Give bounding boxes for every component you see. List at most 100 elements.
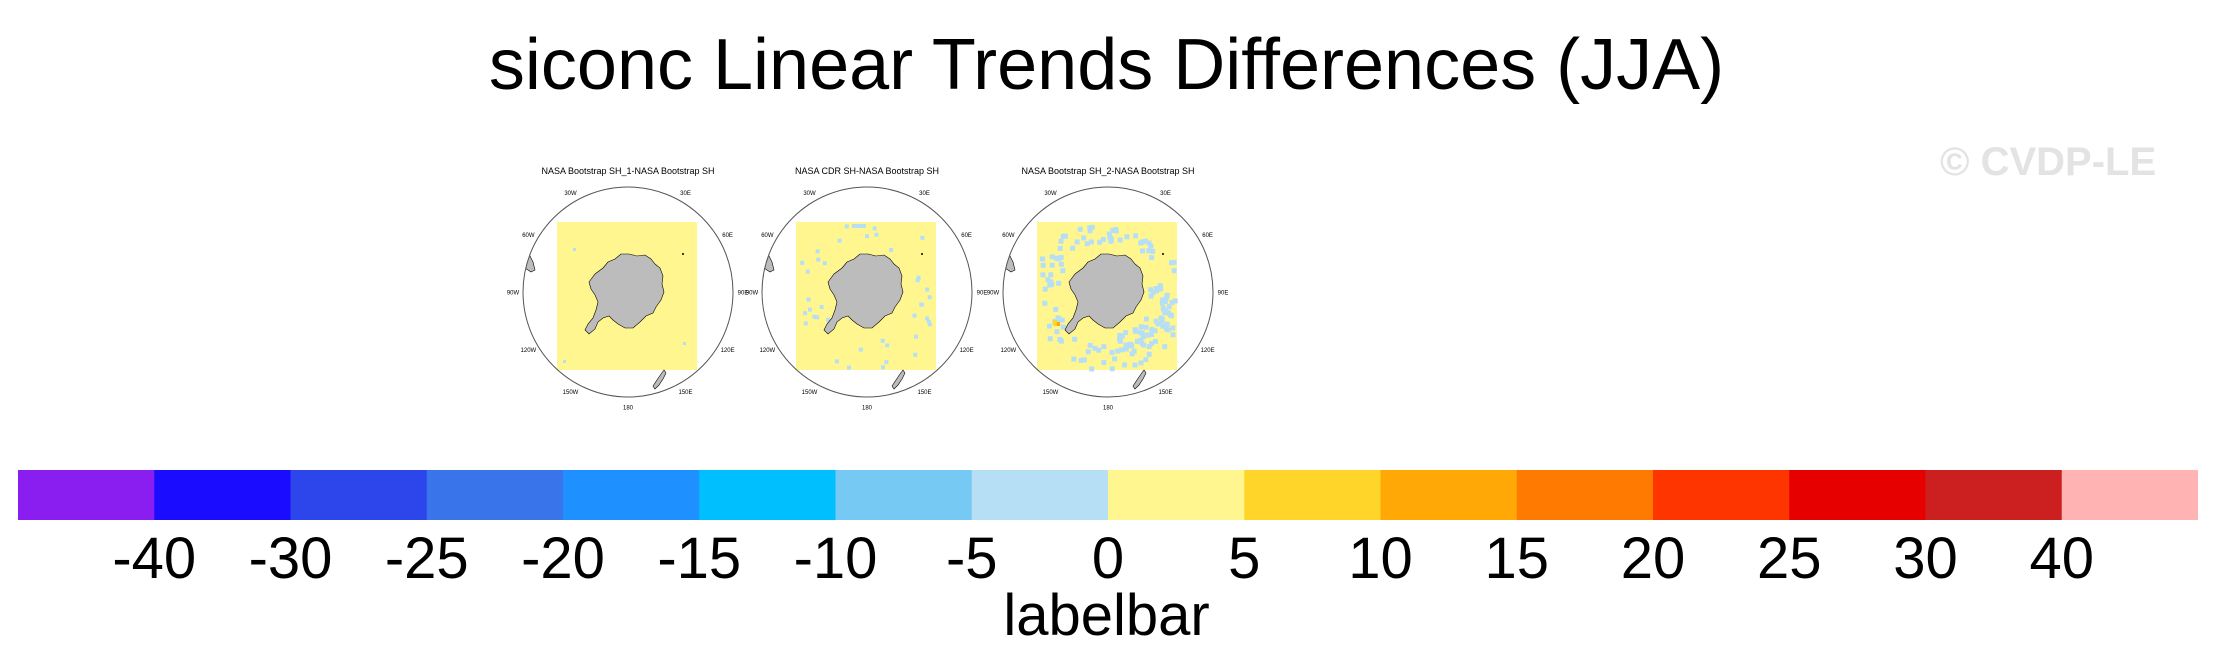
anomaly-cell	[1087, 228, 1093, 234]
longitude-label: 150E	[917, 390, 931, 396]
anomaly-cell	[1170, 325, 1176, 331]
anomaly-cell	[1143, 238, 1148, 244]
anomaly-cell	[1141, 342, 1147, 348]
anomaly-cell	[1140, 239, 1146, 245]
watermark: © CVDP-LE	[1940, 140, 2157, 184]
anomaly-cell	[1123, 345, 1129, 351]
anomaly-cell	[1057, 322, 1060, 326]
anomaly-cell	[803, 311, 807, 316]
colorbar-swatch	[1925, 470, 2063, 520]
anomaly-cell	[1087, 225, 1093, 231]
panel-title-2: NASA CDR SH-NASA Bootstrap SH	[794, 166, 940, 176]
colorbar-tick-label: -20	[521, 526, 605, 591]
island	[921, 253, 923, 255]
anomaly-cell	[1056, 256, 1062, 262]
anomaly-cell	[1096, 347, 1102, 353]
anomaly-cell	[1134, 338, 1140, 344]
map-panel-1: NASA Bootstrap SH_1-NASA Bootstrap SH 03…	[503, 160, 753, 412]
longitude-label: 180	[862, 406, 873, 412]
anomaly-cell	[812, 314, 817, 319]
anomaly-cell	[1150, 290, 1156, 296]
anomaly-cell	[1162, 344, 1168, 350]
anomaly-cell	[1132, 362, 1138, 368]
anomaly-cell	[1106, 231, 1112, 237]
anomaly-cell	[1158, 315, 1164, 321]
colorbar-tick-label: -10	[793, 526, 878, 591]
anomaly-cell	[1040, 272, 1046, 278]
anomaly-cell	[1133, 233, 1139, 239]
colorbar-swatch	[426, 470, 564, 520]
colorbar-tick-label: 0	[1091, 526, 1125, 591]
longitude-label: 120E	[721, 348, 735, 354]
longitude-label: 90W	[746, 291, 759, 297]
anomaly-cell	[1144, 332, 1150, 338]
longitude-label: 30E	[919, 191, 930, 197]
anomaly-cell	[1070, 245, 1076, 251]
anomaly-cell	[1117, 336, 1122, 342]
polar-map-1: 030E60E90E120E150E180150W120W90W60W30W	[507, 186, 748, 412]
anomaly-cell	[1117, 237, 1123, 243]
anomaly-cell	[1053, 320, 1057, 326]
longitude-label: 30W	[564, 191, 577, 197]
longitude-label: 30E	[1160, 191, 1171, 197]
anomaly-cell	[1138, 360, 1144, 366]
anomaly-cell	[880, 338, 885, 343]
anomaly-cell	[803, 321, 808, 326]
anomaly-cell	[1138, 324, 1144, 330]
anomaly-cell	[837, 238, 842, 243]
anomaly-cell	[1042, 300, 1048, 306]
anomaly-cell	[1166, 304, 1172, 310]
anomaly-cell	[1072, 336, 1078, 342]
anomaly-cell	[1087, 342, 1093, 348]
anomaly-cell	[683, 342, 686, 345]
island	[1162, 253, 1164, 255]
anomaly-cell	[834, 359, 839, 364]
south-america-land	[523, 245, 536, 273]
colorbar-tick-label: 10	[1348, 526, 1413, 591]
colorbar-swatch	[2061, 470, 2198, 520]
anomaly-cell	[1097, 239, 1103, 245]
anomaly-cell	[916, 275, 921, 280]
colorbar-swatch	[18, 470, 155, 520]
anomaly-cell	[1160, 323, 1166, 329]
anomaly-cell	[1155, 321, 1161, 327]
anomaly-cell	[1058, 238, 1064, 244]
anomaly-cell	[815, 249, 820, 254]
anomaly-cell	[1150, 248, 1156, 254]
anomaly-cell	[1092, 345, 1098, 351]
anomaly-cell	[912, 313, 917, 318]
antarctica-land	[584, 253, 665, 335]
anomaly-cell	[1140, 334, 1146, 340]
colorbar-tick-label: 30	[1893, 526, 1958, 591]
map-clip-group	[523, 222, 697, 400]
anomaly-cell	[1169, 313, 1174, 319]
colorbar-tick-label: 5	[1228, 526, 1261, 591]
new-zealand-land	[1132, 369, 1147, 390]
polar-map-3: 030E60E90E120E150E180150W120W90W60W30W	[987, 186, 1228, 412]
longitude-label: 150W	[563, 390, 579, 396]
anomaly-cell	[847, 365, 851, 370]
map-clip-group	[762, 222, 936, 390]
anomaly-cell	[1163, 295, 1169, 301]
longitude-label: 90W	[507, 291, 520, 297]
map-border	[522, 186, 734, 398]
anomaly-cell	[919, 302, 924, 307]
anomaly-cell	[925, 287, 930, 292]
anomaly-cell	[1123, 342, 1129, 348]
anomaly-cell	[1053, 306, 1059, 312]
anomaly-cell	[815, 315, 820, 320]
longitude-label: 60W	[761, 233, 774, 239]
longitude-label: 180	[1103, 406, 1114, 412]
map-panel-2: NASA CDR SH-NASA Bootstrap SH 030E60E90E…	[742, 160, 992, 412]
new-zealand-land	[652, 369, 667, 390]
anomaly-cell	[1119, 333, 1125, 339]
anomaly-cell	[1164, 292, 1170, 298]
anomaly-cell	[1162, 299, 1168, 304]
anomaly-cell	[1138, 337, 1144, 343]
island	[620, 398, 622, 400]
anomaly-cell	[1143, 316, 1149, 322]
anomaly-cell	[913, 352, 918, 357]
anomaly-cell	[1149, 332, 1154, 338]
anomaly-cell	[1058, 338, 1064, 344]
anomaly-cell	[1148, 293, 1154, 299]
